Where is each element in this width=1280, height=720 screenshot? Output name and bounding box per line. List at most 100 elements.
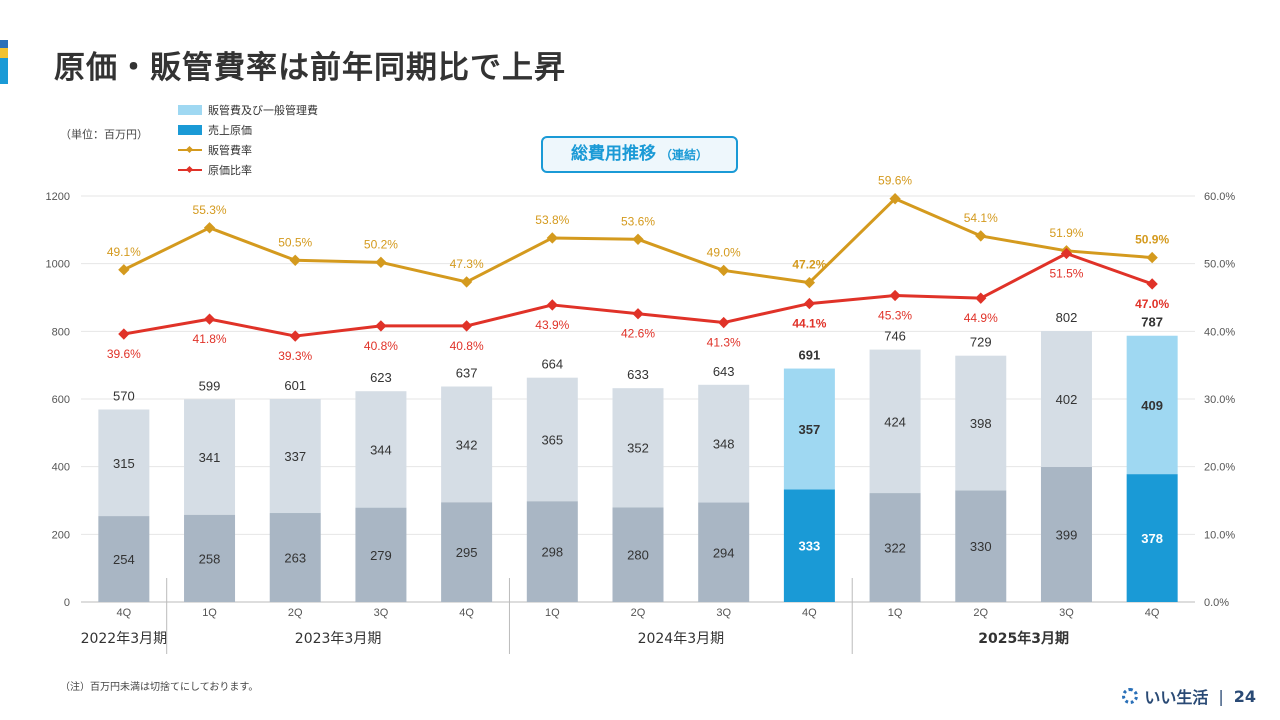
bar-sga [869,349,921,494]
cogs-rate-value-label: 41.8% [193,332,227,346]
bar-sga-value: 365 [541,432,563,447]
cogs-rate-value-label: 40.8% [450,339,484,353]
sga-rate-value-label: 49.0% [707,245,741,259]
bar-cogs [526,501,578,602]
sga-rate-point [203,222,216,234]
bar-cogs-value: 333 [799,539,821,554]
sga-rate-value-label: 53.6% [621,214,655,228]
x-tick-label: 1Q [545,607,560,619]
sga-rate-value-label: 50.2% [364,237,398,251]
bar-cogs [441,502,493,602]
cogs-rate-value-label: 51.5% [1049,267,1083,281]
y-left-tick-label: 400 [52,462,70,474]
bar-cogs-value: 330 [970,539,992,554]
bar-sga [441,386,493,503]
sga-rate-point [375,256,387,268]
sga-rate-point [803,276,816,289]
bar-cogs-value: 399 [1056,528,1078,543]
cogs-rate-point [203,313,216,325]
bar-cogs-value: 294 [713,545,735,560]
cogs-rate-point [1060,247,1073,260]
brand-logo-icon [1122,688,1139,704]
cogs-rate-value-label: 39.3% [278,349,312,363]
cogs-rate-point [460,320,473,332]
bar-sga-value: 337 [284,449,306,464]
bar-cogs [269,513,321,602]
x-tick-label: 1Q [888,607,903,619]
sga-rate-point [718,264,730,277]
sga-rate-value-label: 50.9% [1135,233,1169,247]
bar-sga-value: 357 [799,422,821,437]
bar-total-label: 623 [370,370,392,385]
legend-swatch-sga [178,105,202,115]
cogs-rate-value-label: 45.3% [878,308,912,322]
sga-rate-point [889,193,901,205]
total-cost-badge: 総費用推移 （連結） [541,136,738,173]
bar-total-label: 601 [284,378,306,393]
bar-cogs-value: 279 [370,548,392,563]
sga-rate-value-label: 50.5% [278,235,312,249]
bar-total-label: 746 [884,329,906,344]
bar-sga-value: 398 [970,416,992,431]
bar-cogs-value: 263 [284,551,306,566]
footnote: （注）百万円未満は切捨てにしております。 [60,682,259,693]
badge-title: 総費用推移 [570,144,656,164]
sga-rate-point [460,276,473,288]
bar-sga [783,368,835,490]
cogs-rate-point [718,316,730,329]
bar-total-label: 637 [456,365,478,380]
bar-sga-value: 352 [627,441,649,456]
cogs-rate-point [975,292,987,304]
bar-total-label: 664 [541,357,563,372]
bar-cogs [1040,467,1092,602]
sga-rate-value-label: 59.6% [878,174,912,188]
cogs-rate-value-label: 41.3% [707,336,741,350]
bar-sga [698,384,750,503]
legend-label-sga: 販管費及び一般管理費 [208,104,318,117]
fiscal-year-label: 2024年3月期 [638,631,725,647]
bar-cogs-value: 322 [884,541,906,556]
x-tick-label: 3Q [374,607,389,619]
bar-total-label: 570 [113,388,135,403]
bar-cogs-value: 298 [541,545,563,560]
x-tick-label: 4Q [1145,607,1160,619]
badge-subtitle: （連結） [659,148,708,162]
cogs-rate-value-label: 43.9% [535,318,569,332]
y-right-tick-label: 60.0% [1204,191,1235,203]
bar-total-label: 633 [627,367,649,382]
chart-legend: 販管費及び一般管理費 売上原価 販管費率 原価比率 [178,100,318,180]
legend-line-cogs-rate [178,165,202,175]
legend-item-sga-rate: 販管費率 [178,140,318,160]
cogs-rate-point [546,299,558,311]
cogs-rate-value-label: 44.1% [792,317,826,331]
bar-cogs-value: 280 [627,548,649,563]
y-right-tick-label: 10.0% [1204,529,1235,541]
bar-cogs [612,507,664,602]
bar-total-label: 787 [1141,315,1163,330]
x-tick-label: 3Q [1059,607,1074,619]
legend-item-cogs-rate: 原価比率 [178,160,318,180]
cogs-rate-point [889,289,901,302]
bar-sga [355,391,407,508]
y-left-tick-label: 600 [52,394,70,406]
bar-cogs-value: 295 [456,545,478,560]
bar-total-label: 599 [199,378,221,393]
y-left-tick-label: 800 [52,326,70,338]
cogs-rate-value-label: 39.6% [107,347,141,361]
sga-rate-point [975,230,987,242]
cogs-rate-value-label: 47.0% [1135,297,1169,311]
bar-sga [612,388,664,508]
cogs-rate-point [375,320,387,332]
bar-cogs [783,489,835,602]
x-tick-label: 4Q [117,607,132,619]
bar-sga-value: 315 [113,456,135,471]
bar-cogs [98,516,150,602]
legend-line-sga-rate [178,145,202,155]
fiscal-year-label: 2023年3月期 [295,631,382,647]
sga-rate-value-label: 51.9% [1049,226,1083,240]
bar-sga [955,355,1007,491]
legend-label-sga-rate: 販管費率 [208,144,252,157]
cogs-rate-value-label: 40.8% [364,339,398,353]
bar-sga-value: 342 [456,437,478,452]
sga-rate-value-label: 55.3% [193,203,227,217]
